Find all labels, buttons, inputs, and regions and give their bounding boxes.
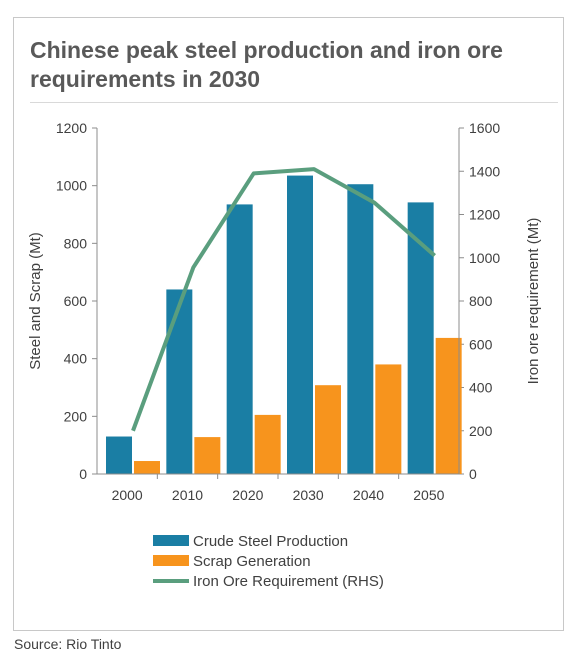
crude-steel-bar-2000 [106,436,132,474]
legend-swatch-1 [153,555,189,566]
x-tick-label: 2040 [353,487,384,503]
legend-label-2: Iron Ore Requirement (RHS) [193,573,384,590]
left-tick-label: 1200 [56,120,87,136]
crude-steel-bar-2050 [407,202,434,474]
left-tick-label: 600 [64,293,88,309]
scrap-bar-2000 [134,461,160,474]
axes [96,128,460,475]
right-tick-label: 1200 [469,207,500,223]
right-tick-label: 1400 [469,163,500,179]
left-tick-label: 800 [64,235,88,251]
right-axis-ticks: 0 200 400 600 800 1000 1200 1400 1600 [459,120,500,482]
chart-title: Chinese peak steel production and iron o… [30,37,503,92]
scrap-bar-2040 [375,364,402,474]
scrap-bar-2010 [194,437,221,474]
right-tick-label: 400 [469,380,493,396]
right-tick-label: 800 [469,293,493,309]
left-tick-label: 0 [79,466,87,482]
crude-steel-bar-2030 [287,175,313,474]
x-tick-label: 2030 [293,487,324,503]
left-tick-label: 400 [64,351,88,367]
bars [106,175,462,475]
crude-steel-bar-2040 [347,184,374,474]
x-tick-label: 2000 [112,487,143,503]
crude-steel-bar-2020 [226,204,253,475]
x-axis-ticks: 2000 2010 2020 2030 2040 2050 [112,474,445,503]
source-note: Source: Rio Tinto [14,636,122,652]
x-tick-label: 2050 [413,487,444,503]
scrap-bar-2050 [435,337,462,474]
x-tick-label: 2020 [232,487,263,503]
left-tick-label: 200 [64,408,88,424]
right-tick-label: 0 [469,466,477,482]
right-tick-label: 200 [469,423,493,439]
right-axis-title: Iron ore requirement (Mt) [525,218,542,385]
x-tick-label: 2010 [172,487,203,503]
legend-label-1: Scrap Generation [193,553,311,570]
scrap-bar-2030 [315,385,341,474]
right-tick-label: 1600 [469,120,500,136]
iron-ore-line-layer [131,167,436,432]
right-tick-label: 1000 [469,250,500,266]
left-axis-title: Steel and Scrap (Mt) [27,232,44,370]
legend: Crude Steel Production Scrap Generation Ir… [153,533,384,590]
legend-swatch-0 [153,535,189,546]
iron-ore-requirement-line [131,167,436,432]
scrap-bar-2020 [254,414,281,474]
right-tick-label: 600 [469,336,493,352]
left-axis-ticks: 0 200 400 600 800 1000 1200 [56,120,97,482]
crude-steel-bar-2010 [166,289,193,474]
left-tick-label: 1000 [56,178,87,194]
title-divider [30,102,558,103]
legend-label-0: Crude Steel Production [193,533,348,550]
